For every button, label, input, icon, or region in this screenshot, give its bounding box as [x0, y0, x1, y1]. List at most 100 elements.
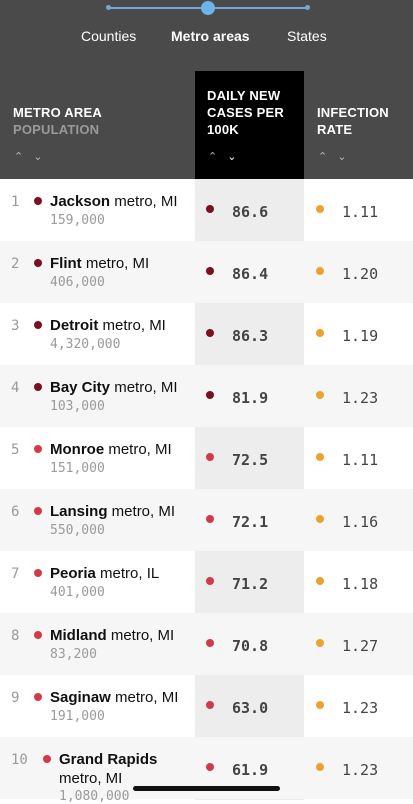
daily-cases-value: 63.0 [232, 699, 269, 717]
metro-suffix: metro, MI [106, 627, 175, 644]
tab-metro-areas[interactable]: Metro areas [171, 28, 250, 44]
infection-rate-value: 1.11 [342, 203, 379, 221]
cases-severity-dot [206, 391, 214, 399]
infection-rate-value: 1.23 [342, 699, 379, 717]
metro-name: Detroit metro, MI [50, 316, 195, 335]
table-row[interactable]: 3 Detroit metro, MI 4,320,000 86.3 1.19 [0, 303, 413, 365]
tab-states[interactable]: States [287, 28, 327, 44]
metro-area-column-header[interactable]: METRO AREA POPULATION [13, 104, 102, 138]
metro-suffix: metro, MI [110, 193, 178, 210]
cases-severity-dot [206, 205, 214, 213]
metro-suffix: metro, MI [59, 770, 123, 787]
metro-area-heading: METRO AREA [13, 105, 102, 120]
metro-suffix: metro, MI [81, 255, 150, 272]
metro-suffix: metro, MI [110, 689, 179, 706]
infection-rate-value: 1.27 [342, 637, 379, 655]
table-row[interactable]: 1 Jackson metro, MI 159,000 86.6 1.11 [0, 179, 413, 241]
daily-cases-value: 81.9 [232, 389, 269, 407]
rank-number: 9 [11, 690, 20, 706]
home-indicator[interactable] [133, 786, 280, 791]
metro-city: Saginaw [50, 689, 111, 706]
daily-cases-value: 72.1 [232, 513, 269, 531]
table-row[interactable]: 2 Flint metro, MI 406,000 86.4 1.20 [0, 241, 413, 303]
severity-dot [34, 259, 42, 267]
infection-rate-column-header[interactable]: INFECTION RATE [317, 104, 389, 138]
active-sort-column-header[interactable]: DAILY NEW CASES PER 100K ⌃ ⌄ [195, 71, 304, 179]
infection-rate-value: 1.16 [342, 513, 379, 531]
chevron-down-icon[interactable]: ⌄ [337, 151, 347, 163]
daily-cases-value: 71.2 [232, 575, 269, 593]
metro-city: Peoria [50, 565, 96, 582]
metro-name: Grand Rapids metro, MI [59, 750, 169, 788]
chevron-up-icon[interactable]: ⌃ [208, 151, 218, 163]
metro-suffix: metro, IL [95, 565, 160, 582]
rank-number: 7 [11, 566, 20, 582]
geography-tabs: Counties Metro areas States [0, 28, 413, 48]
chevron-up-icon[interactable]: ⌃ [14, 151, 24, 163]
view-slider-handle[interactable] [201, 1, 215, 15]
chevron-down-icon[interactable]: ⌄ [227, 151, 237, 163]
rate-indicator-dot [316, 639, 324, 647]
metro-suffix: metro, MI [98, 317, 166, 334]
slider-end-dot [106, 5, 111, 10]
rate-indicator-dot [316, 515, 324, 523]
cases-heading-line: CASES PER [207, 105, 284, 120]
daily-cases-value: 61.9 [232, 761, 269, 779]
cases-severity-dot [206, 267, 214, 275]
metro-table-body: 1 Jackson metro, MI 159,000 86.6 1.11 2 Flint … [0, 179, 413, 804]
table-row[interactable]: 6 Lansing metro, MI 550,000 72.1 1.16 [0, 489, 413, 551]
metro-suffix: metro, MI [110, 379, 178, 396]
cases-heading-line: DAILY NEW [207, 88, 281, 103]
metro-name: Lansing metro, MI [50, 502, 195, 521]
chevron-up-icon[interactable]: ⌃ [318, 151, 328, 163]
tab-counties[interactable]: Counties [81, 28, 137, 44]
table-row[interactable]: 9 Saginaw metro, MI 191,000 63.0 1.23 [0, 675, 413, 737]
rate-sort-controls: ⌃ ⌄ [318, 150, 356, 163]
rate-indicator-dot [316, 701, 324, 709]
metro-city: Detroit [50, 317, 99, 334]
metro-population: 4,320,000 [50, 337, 121, 352]
metro-population: 191,000 [50, 709, 105, 724]
metro-name: Peoria metro, IL [50, 564, 195, 583]
metro-city: Midland [50, 627, 107, 644]
metro-city: Grand Rapids [59, 751, 158, 768]
severity-dot [34, 507, 42, 515]
metro-suffix: metro, MI [104, 441, 172, 458]
daily-cases-heading: DAILY NEW CASES PER 100K [207, 87, 284, 138]
metro-city: Flint [50, 255, 82, 272]
metro-population: 550,000 [50, 523, 105, 538]
table-row[interactable]: 5 Monroe metro, MI 151,000 72.5 1.11 [0, 427, 413, 489]
daily-cases-value: 86.4 [232, 265, 269, 283]
table-row[interactable]: 4 Bay City metro, MI 103,000 81.9 1.23 [0, 365, 413, 427]
metro-name: Flint metro, MI [50, 254, 195, 273]
daily-cases-value: 86.3 [232, 327, 269, 345]
daily-cases-value: 86.6 [232, 203, 269, 221]
metro-population: 103,000 [50, 399, 105, 414]
table-row[interactable]: 7 Peoria metro, IL 401,000 71.2 1.18 [0, 551, 413, 613]
infection-rate-value: 1.23 [342, 389, 379, 407]
cases-severity-dot [206, 701, 214, 709]
cases-severity-dot [206, 515, 214, 523]
table-row[interactable]: 8 Midland metro, MI 83,200 70.8 1.27 [0, 613, 413, 675]
metro-population: 151,000 [50, 461, 105, 476]
metro-name: Monroe metro, MI [50, 440, 195, 459]
chevron-down-icon[interactable]: ⌄ [33, 151, 43, 163]
rank-number: 5 [11, 442, 20, 458]
metro-city: Monroe [50, 441, 105, 458]
rank-number: 6 [11, 504, 20, 520]
metro-city: Bay City [50, 379, 111, 396]
metro-name: Jackson metro, MI [50, 192, 195, 211]
rate-heading-line: RATE [317, 122, 353, 137]
severity-dot [34, 693, 42, 701]
cases-severity-dot [206, 763, 214, 771]
rate-indicator-dot [316, 391, 324, 399]
cases-severity-dot [206, 329, 214, 337]
population-subheading: POPULATION [13, 122, 100, 137]
rate-indicator-dot [316, 763, 324, 771]
severity-dot [34, 445, 42, 453]
daily-cases-value: 72.5 [232, 451, 269, 469]
infection-rate-value: 1.23 [342, 761, 379, 779]
rank-number: 3 [11, 318, 20, 334]
metro-population: 83,200 [50, 647, 97, 662]
slider-end-dot [305, 5, 310, 10]
